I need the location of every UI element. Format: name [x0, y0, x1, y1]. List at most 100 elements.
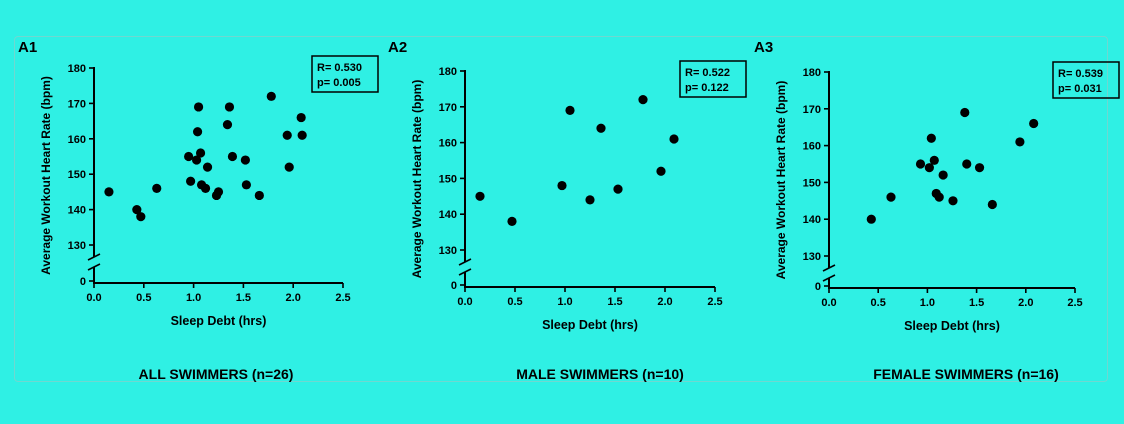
- data-point: [132, 205, 142, 215]
- x-tick-label: 2.0: [1018, 297, 1033, 309]
- x-axis-label: Sleep Debt (hrs): [171, 314, 267, 328]
- data-point: [866, 214, 876, 224]
- data-point: [240, 155, 250, 165]
- y-axis-break-mark: [458, 258, 472, 266]
- x-tick-label: 2.0: [286, 292, 301, 304]
- stats-box: [311, 55, 379, 93]
- data-point: [200, 183, 211, 193]
- data-point: [254, 190, 264, 201]
- data-point: [241, 180, 251, 190]
- y-tick-label: 170: [439, 102, 457, 114]
- y-axis-break-mark: [87, 263, 101, 271]
- data-point: [596, 123, 606, 133]
- x-axis-label: Sleep Debt (hrs): [542, 318, 638, 332]
- data-point: [915, 159, 926, 169]
- data-point: [960, 107, 970, 118]
- data-point: [886, 192, 896, 202]
- data-point: [266, 91, 276, 101]
- y-tick-label: 170: [68, 98, 86, 110]
- data-point: [507, 216, 517, 226]
- data-point: [193, 102, 204, 112]
- data-point: [1029, 118, 1039, 129]
- figure-frame: [14, 36, 1108, 382]
- data-point: [104, 187, 114, 197]
- x-tick-label: 0.5: [136, 292, 151, 304]
- data-point: [227, 151, 238, 162]
- y-tick-label: 150: [803, 177, 821, 189]
- y-tick-label: 180: [803, 67, 821, 79]
- y-axis-label: Average Workout Heart Rate (bpm): [410, 80, 424, 279]
- data-point: [297, 130, 307, 140]
- x-tick-label: 0.5: [871, 297, 886, 309]
- data-point: [565, 105, 575, 115]
- y-tick-label: 180: [439, 66, 457, 78]
- data-point: [934, 192, 944, 202]
- panel-label-A3: A3: [754, 39, 773, 56]
- y-tick-label: 140: [68, 205, 86, 217]
- data-point: [962, 159, 972, 169]
- data-point: [202, 162, 213, 172]
- y-tick-label: 130: [803, 251, 821, 263]
- stats-text: R= 0.539: [1058, 68, 1103, 80]
- data-point: [284, 162, 294, 172]
- data-point: [948, 196, 958, 206]
- x-tick-label: 1.0: [557, 296, 572, 308]
- caption-male-swimmers: MALE SWIMMERS (n=10): [516, 366, 684, 382]
- data-point: [585, 195, 595, 205]
- stats-text: p= 0.031: [1058, 83, 1102, 95]
- y-axis-break-mark: [822, 264, 836, 272]
- data-point: [224, 102, 235, 112]
- data-point: [195, 148, 206, 158]
- y-axis-break-mark: [822, 274, 836, 282]
- y-tick-label: 160: [439, 138, 457, 150]
- y-tick-label: 0: [451, 280, 457, 292]
- data-point: [1015, 137, 1025, 147]
- data-point: [475, 191, 485, 201]
- caption-female-swimmers: FEMALE SWIMMERS (n=16): [873, 366, 1059, 382]
- y-axis-break-mark: [87, 253, 101, 261]
- data-point: [669, 134, 679, 144]
- caption-all-swimmers: ALL SWIMMERS (n=26): [138, 366, 294, 382]
- x-axis-label: Sleep Debt (hrs): [904, 319, 1000, 333]
- data-point: [152, 183, 162, 193]
- data-point: [987, 199, 997, 210]
- y-tick-label: 180: [68, 63, 86, 75]
- data-point: [929, 155, 939, 165]
- data-point: [192, 127, 203, 137]
- data-point: [656, 166, 666, 176]
- data-point: [213, 187, 224, 197]
- data-point: [222, 120, 233, 130]
- stats-text: R= 0.522: [685, 67, 730, 79]
- data-point: [613, 184, 623, 194]
- x-tick-label: 2.5: [335, 292, 350, 304]
- x-tick-label: 0.5: [507, 296, 522, 308]
- stats-text: p= 0.122: [685, 82, 729, 94]
- data-point: [282, 130, 292, 140]
- y-tick-label: 130: [439, 245, 457, 257]
- y-tick-label: 140: [439, 209, 457, 221]
- x-tick-label: 2.5: [1067, 297, 1082, 309]
- y-axis-label: Average Workout Heart Rate (bpm): [774, 81, 788, 280]
- x-tick-label: 0.0: [821, 297, 836, 309]
- y-tick-label: 160: [68, 134, 86, 146]
- x-tick-label: 1.5: [969, 297, 984, 309]
- x-tick-label: 1.5: [236, 292, 251, 304]
- data-point: [926, 133, 936, 143]
- data-point: [938, 170, 948, 180]
- y-tick-label: 160: [803, 141, 821, 153]
- stats-box: [1052, 61, 1120, 99]
- x-tick-label: 0.0: [86, 292, 101, 304]
- data-point: [924, 163, 934, 173]
- x-tick-label: 1.0: [920, 297, 935, 309]
- data-point: [184, 151, 194, 162]
- y-tick-label: 0: [80, 276, 86, 288]
- data-point: [557, 180, 567, 191]
- y-tick-label: 150: [68, 169, 86, 181]
- stats-text: p= 0.005: [317, 77, 361, 89]
- y-tick-label: 130: [68, 240, 86, 252]
- data-point: [191, 155, 202, 165]
- x-tick-label: 1.0: [186, 292, 201, 304]
- y-tick-label: 170: [803, 104, 821, 116]
- panel-label-A2: A2: [388, 39, 407, 56]
